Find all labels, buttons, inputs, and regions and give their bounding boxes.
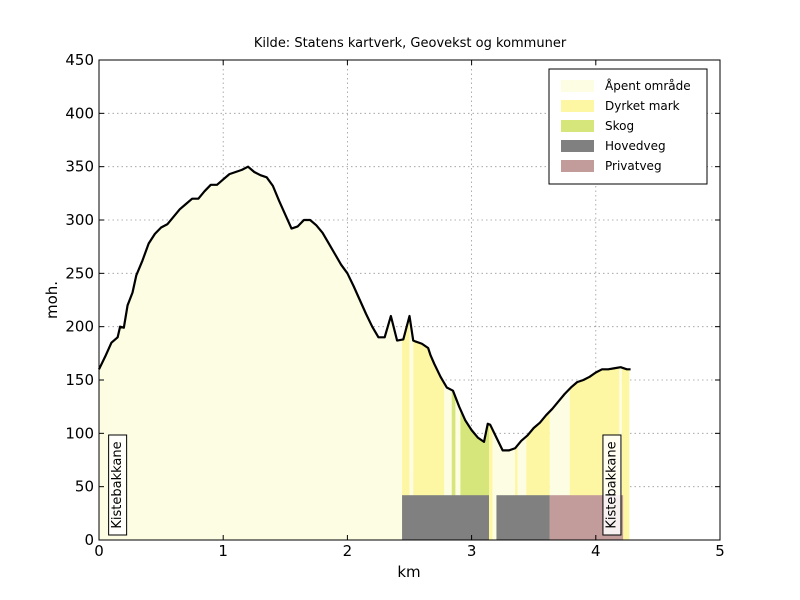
road-bands	[402, 495, 624, 540]
landuse-area-dyrket-mark	[402, 316, 410, 540]
legend-label: Hovedveg	[605, 139, 666, 153]
plot-frame	[98, 59, 721, 541]
y-tick-label: 200	[65, 318, 94, 336]
elevation-profile-line	[98, 165, 631, 452]
legend-swatch	[561, 120, 594, 132]
landuse-area-dyrket-mark	[413, 340, 445, 540]
legend-label: Dyrket mark	[605, 99, 680, 113]
y-tick-label: 350	[65, 158, 94, 176]
annotation-box	[108, 434, 128, 536]
legend-swatch	[561, 80, 594, 92]
place-annotations: Kistebakkane Kistebakkane	[108, 434, 622, 536]
x-tick-label: 5	[715, 542, 725, 560]
annotation-label: Kistebakkane	[604, 441, 619, 528]
y-tick-label: 300	[65, 211, 94, 229]
legend-swatch	[561, 140, 594, 152]
legend: Åpent område Dyrket mark Skog Hovedveg Priva…	[548, 68, 708, 185]
legend-swatch	[561, 160, 594, 172]
profile-line-group	[98, 165, 631, 452]
landuse-area--pent-omr-de	[409, 316, 414, 540]
legend-label: Skog	[605, 119, 634, 133]
y-tick-label: 450	[65, 51, 94, 69]
legend-label: Åpent område	[605, 78, 691, 93]
landuse-area-dyrket-mark	[488, 424, 493, 540]
y-tick-label: 400	[65, 104, 94, 122]
y-tick-label: 250	[65, 264, 94, 282]
x-tick-label: 3	[467, 542, 477, 560]
legend-label: Privatveg	[605, 159, 662, 173]
x-tick-label: 0	[94, 542, 104, 560]
landuse-area-dyrket-mark	[621, 367, 630, 540]
y-tick-label: 150	[65, 371, 94, 389]
x-axis-label: km	[397, 563, 420, 581]
place-annotation: Kistebakkane	[108, 434, 128, 536]
y-tick-label: 100	[65, 424, 94, 442]
annotation-label: Kistebakkane	[110, 441, 125, 528]
y-axis-label: moh.	[43, 281, 61, 319]
y-tick-label: 0	[84, 531, 94, 549]
place-annotation: Kistebakkane	[602, 434, 622, 536]
chart-title: Kilde: Statens kartverk, Geovekst og kom…	[254, 36, 567, 51]
landuse-area--pent-omr-de	[99, 166, 403, 541]
legend-swatch	[561, 100, 594, 112]
x-tick-label: 2	[343, 542, 353, 560]
road-band-hovedveg	[496, 495, 550, 540]
x-tick-label: 4	[591, 542, 601, 560]
annotation-box	[602, 434, 622, 536]
x-tick-label: 1	[218, 542, 228, 560]
road-band-hovedveg	[402, 495, 489, 540]
y-tick-label: 50	[75, 478, 94, 496]
